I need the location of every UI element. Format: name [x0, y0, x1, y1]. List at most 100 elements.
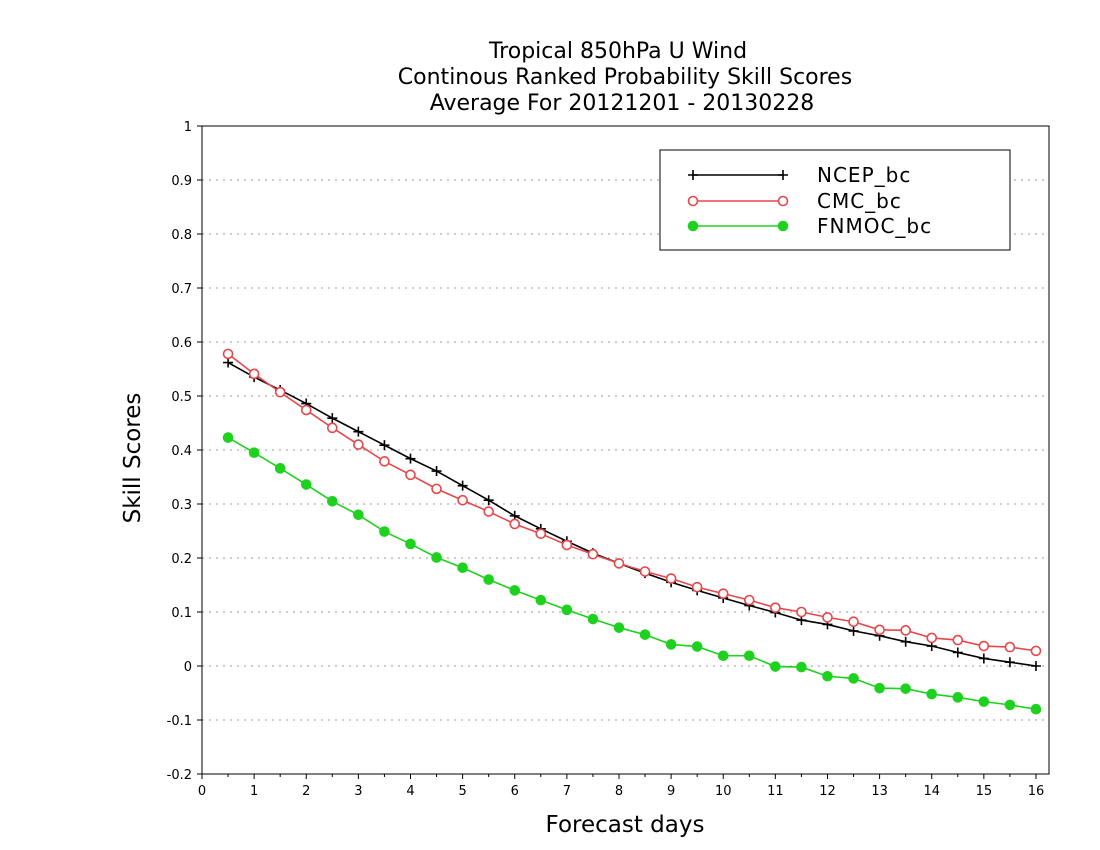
data-point-fnmoc-bc — [1030, 703, 1042, 715]
x-axis-label: Forecast days — [546, 812, 705, 838]
x-tick-label: 12 — [819, 784, 836, 799]
data-point-fnmoc-bc — [926, 688, 938, 700]
series-line-ncep-bc — [227, 361, 1037, 667]
legend-marker-cmc-bc — [777, 195, 789, 207]
legend-label-cmc-bc: CMC_bc — [817, 189, 902, 213]
y-tick-label: 0.3 — [171, 498, 192, 513]
data-point-fnmoc-bc — [535, 594, 547, 606]
series-line-fnmoc-bc — [227, 436, 1037, 710]
title-line-3: Average For 20121201 - 20130228 — [430, 91, 815, 116]
data-point-fnmoc-bc — [613, 622, 625, 633]
data-point-cmc-bc — [978, 640, 990, 652]
series-fnmoc-bc — [222, 432, 1042, 715]
data-point-cmc-bc — [300, 404, 312, 416]
data-point-fnmoc-bc — [900, 683, 911, 694]
data-point-fnmoc-bc — [222, 432, 234, 443]
data-point-cmc-bc — [274, 386, 286, 398]
y-tick-label: -0.2 — [167, 768, 192, 783]
y-tick-label: -0.1 — [167, 714, 192, 729]
data-point-fnmoc-bc — [483, 574, 494, 585]
data-point-cmc-bc — [874, 624, 885, 636]
x-tick-label: 2 — [302, 784, 310, 799]
series-line-cmc-bc — [227, 353, 1037, 652]
data-point-ncep-bc — [379, 440, 390, 451]
legend-marker-fnmoc-bc — [687, 220, 699, 232]
x-tick-label: 6 — [511, 784, 519, 799]
data-point-fnmoc-bc — [639, 629, 651, 640]
y-tick-label: 0.7 — [171, 282, 192, 297]
y-tick-label: 0 — [184, 660, 192, 675]
data-point-cmc-bc — [379, 456, 390, 467]
data-point-ncep-bc — [223, 357, 234, 368]
data-point-ncep-bc — [405, 453, 416, 464]
data-point-ncep-bc — [353, 426, 364, 437]
data-point-ncep-bc — [1030, 661, 1041, 671]
data-point-fnmoc-bc — [770, 661, 781, 672]
x-tick-label: 11 — [767, 784, 784, 799]
data-point-fnmoc-bc — [248, 447, 260, 459]
x-tick-label: 16 — [1028, 784, 1045, 799]
y-axis-label: Skill Scores — [120, 393, 146, 524]
legend-item-fnmoc-bc: FNMOC_bc — [687, 214, 931, 238]
x-tick-label: 3 — [354, 784, 362, 799]
data-point-fnmoc-bc — [874, 682, 885, 694]
data-point-fnmoc-bc — [353, 509, 364, 521]
data-point-fnmoc-bc — [509, 585, 521, 596]
data-point-fnmoc-bc — [691, 641, 703, 652]
data-point-fnmoc-bc — [822, 670, 833, 682]
data-point-cmc-bc — [483, 506, 494, 517]
data-point-fnmoc-bc — [952, 692, 964, 703]
data-point-cmc-bc — [665, 573, 677, 584]
legend-item-cmc-bc: CMC_bc — [687, 189, 902, 213]
data-point-cmc-bc — [587, 548, 599, 560]
data-point-cmc-bc — [509, 518, 521, 530]
x-tick-label: 13 — [871, 784, 888, 799]
x-tick-label: 4 — [406, 784, 414, 799]
data-point-cmc-bc — [431, 483, 442, 495]
data-point-fnmoc-bc — [743, 650, 755, 662]
data-point-cmc-bc — [1004, 641, 1016, 653]
data-point-cmc-bc — [691, 581, 703, 593]
data-point-ncep-bc — [1004, 657, 1015, 668]
x-axis: 0 1 2 3 4 5 6 7 8 9 10 11 12 13 14 15 16 — [198, 774, 1044, 799]
y-tick-label: 0.8 — [171, 228, 192, 243]
data-point-cmc-bc — [613, 558, 625, 569]
data-point-fnmoc-bc — [405, 538, 416, 550]
data-point-fnmoc-bc — [431, 552, 442, 563]
series-ncep-bc — [223, 357, 1041, 671]
data-point-ncep-bc — [900, 636, 911, 647]
data-point-ncep-bc — [431, 466, 442, 477]
legend-box — [659, 149, 1011, 251]
data-point-cmc-bc — [639, 566, 651, 577]
data-point-cmc-bc — [1030, 645, 1042, 657]
x-tick-label: 5 — [458, 784, 466, 799]
legend-marker-ncep-bc — [688, 170, 698, 180]
y-tick-label: 0.6 — [171, 336, 192, 351]
data-point-cmc-bc — [848, 616, 859, 628]
data-point-cmc-bc — [900, 625, 911, 636]
x-tick-label: 0 — [198, 784, 206, 799]
data-point-ncep-bc — [848, 625, 859, 636]
x-tick-label: 15 — [976, 784, 993, 799]
data-point-cmc-bc — [822, 612, 833, 623]
data-point-fnmoc-bc — [327, 496, 338, 507]
data-point-cmc-bc — [222, 348, 234, 360]
title-line-2: Continous Ranked Probability Skill Score… — [398, 65, 852, 90]
y-tick-label: 0.4 — [171, 444, 192, 459]
x-tick-label: 10 — [715, 784, 732, 799]
legend-label-ncep-bc: NCEP_bc — [817, 163, 911, 187]
data-point-cmc-bc — [717, 588, 729, 599]
y-tick-label: 0.5 — [171, 390, 192, 405]
data-point-ncep-bc — [952, 647, 963, 658]
y-tick-label: 0.2 — [171, 552, 192, 567]
data-point-cmc-bc — [743, 594, 755, 606]
data-point-cmc-bc — [770, 602, 781, 613]
data-point-fnmoc-bc — [665, 639, 677, 650]
data-point-cmc-bc — [561, 539, 573, 551]
gridlines — [202, 179, 1049, 721]
data-point-cmc-bc — [327, 422, 338, 434]
x-tick-label: 7 — [563, 784, 571, 799]
data-point-fnmoc-bc — [717, 650, 729, 662]
data-point-fnmoc-bc — [848, 673, 859, 684]
